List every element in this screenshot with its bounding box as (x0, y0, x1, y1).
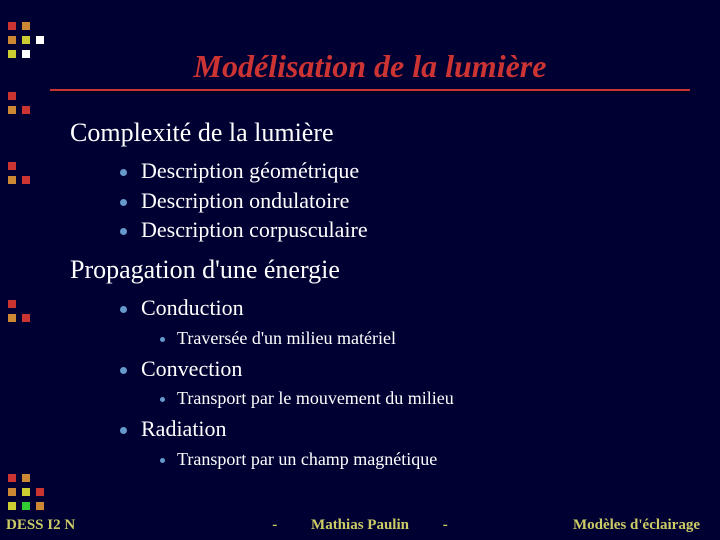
footer-separator: - (413, 517, 478, 533)
section-heading: Complexité de la lumière (70, 118, 690, 148)
sub-list-item-label: Transport par un champ magnétique (177, 446, 437, 473)
decoration-square (22, 488, 30, 496)
sub-list-item-label: Traversée d'un milieu matériel (177, 325, 396, 352)
slide-footer: DESS I2 N - Mathias Paulin - Modèles d'é… (0, 517, 720, 534)
decoration-square (36, 488, 44, 496)
sub-list-item-label: Transport par le mouvement du milieu (177, 385, 454, 412)
decoration-square (22, 50, 30, 58)
bullet-icon (120, 228, 127, 235)
sub-list: Traversée d'un milieu matériel (160, 325, 690, 352)
slide-title: Modélisation de la lumière (50, 48, 690, 85)
list-item: Description géométrique (120, 156, 690, 186)
bullet-icon (120, 367, 127, 374)
decoration-square (8, 92, 16, 100)
decoration-square (22, 36, 30, 44)
section-list: ConductionTraversée d'un milieu matériel… (120, 293, 690, 473)
decoration-square (8, 162, 16, 170)
footer-left: DESS I2 N (0, 517, 200, 534)
decoration-square (8, 50, 16, 58)
decoration-square (22, 22, 30, 30)
decoration-square (36, 502, 44, 510)
bullet-icon (120, 427, 127, 434)
list-item-label: Description géométrique (141, 156, 359, 186)
sub-list-item: Transport par un champ magnétique (160, 446, 690, 473)
decoration-square (8, 502, 16, 510)
decoration-square (22, 474, 30, 482)
list-item: Radiation (120, 414, 690, 444)
decoration-square (8, 488, 16, 496)
list-item-label: Description corpusculaire (141, 215, 368, 245)
list-item: Convection (120, 354, 690, 384)
section-heading: Propagation d'une énergie (70, 255, 690, 285)
title-area: Modélisation de la lumière (50, 48, 690, 91)
decoration-square (22, 176, 30, 184)
section-list: Description géométriqueDescription ondul… (120, 156, 690, 245)
footer-center: - Mathias Paulin - (200, 517, 520, 534)
sub-list: Transport par un champ magnétique (160, 446, 690, 473)
bullet-icon (160, 337, 165, 342)
decoration-square (22, 106, 30, 114)
corner-decoration (0, 0, 50, 540)
sub-list-item: Transport par le mouvement du milieu (160, 385, 690, 412)
list-item: Conduction (120, 293, 690, 323)
bullet-icon (120, 199, 127, 206)
footer-separator: - (242, 517, 307, 533)
list-item-label: Convection (141, 354, 242, 384)
decoration-square (8, 106, 16, 114)
decoration-square (8, 36, 16, 44)
bullet-icon (120, 306, 127, 313)
decoration-square (8, 300, 16, 308)
decoration-square (36, 36, 44, 44)
footer-right: Modèles d'éclairage (520, 517, 720, 534)
bullet-icon (120, 169, 127, 176)
footer-center-text: Mathias Paulin (311, 517, 409, 533)
list-item-label: Conduction (141, 293, 244, 323)
title-underline (50, 89, 690, 91)
decoration-square (8, 314, 16, 322)
slide-content: Complexité de la lumière Description géom… (70, 118, 690, 483)
decoration-square (8, 22, 16, 30)
decoration-square (8, 176, 16, 184)
sub-list: Transport par le mouvement du milieu (160, 385, 690, 412)
list-item-label: Description ondulatoire (141, 186, 349, 216)
list-item-label: Radiation (141, 414, 227, 444)
list-item: Description ondulatoire (120, 186, 690, 216)
decoration-square (22, 502, 30, 510)
list-item: Description corpusculaire (120, 215, 690, 245)
sub-list-item: Traversée d'un milieu matériel (160, 325, 690, 352)
decoration-square (8, 474, 16, 482)
bullet-icon (160, 397, 165, 402)
bullet-icon (160, 458, 165, 463)
decoration-square (22, 314, 30, 322)
